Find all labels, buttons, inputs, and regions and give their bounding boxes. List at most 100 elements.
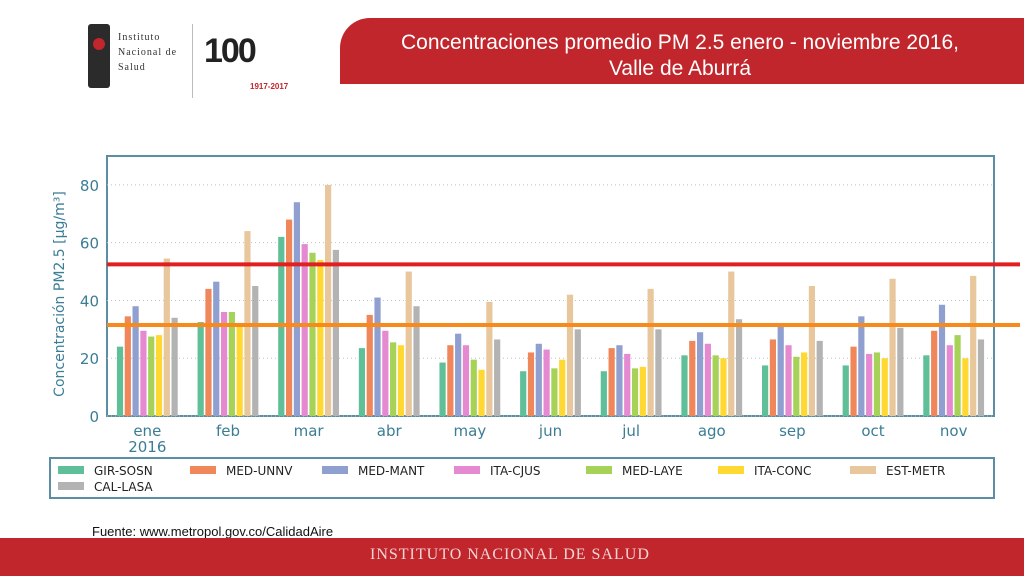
bar-gir-sosn: [197, 322, 204, 416]
bar-med-mant: [293, 202, 300, 416]
bar-med-laye: [228, 312, 235, 416]
bar-gir-sosn: [358, 348, 366, 416]
slide-title-line2: Valle de Aburrá: [608, 57, 752, 80]
bar-med-unnv: [769, 339, 777, 416]
bar-ita-conc: [639, 366, 646, 416]
bar-med-laye: [390, 342, 397, 416]
legend-swatch-med-unnv: [190, 466, 216, 474]
bar-med-mant: [938, 304, 946, 416]
y-axis-label: Concentración PM2.5 [μg/m³]: [52, 191, 68, 397]
bar-med-unnv: [205, 288, 212, 416]
slide-title-line1: Concentraciones promedio PM 2.5 enero - …: [401, 31, 959, 54]
bar-med-mant: [858, 316, 865, 416]
bar-med-mant: [213, 281, 220, 416]
bar-med-laye: [631, 368, 639, 416]
bar-ita-conc: [720, 358, 727, 416]
legend-label: CAL-LASA: [94, 480, 153, 494]
x-tick-label: jun: [538, 422, 562, 440]
legend-label: ITA-CONC: [754, 464, 811, 478]
y-tick-label: 0: [89, 408, 99, 426]
bar-ita-conc: [962, 358, 969, 416]
x-tick-label: may: [454, 422, 487, 440]
bar-ita-conc: [801, 352, 808, 416]
x-tick-label: jul: [621, 422, 640, 440]
bar-est-metr: [647, 288, 654, 416]
bar-ita-cjus: [624, 353, 631, 416]
bar-ita-conc: [478, 369, 485, 416]
bar-cal-lasa: [332, 249, 339, 416]
bar-med-unnv: [285, 219, 293, 416]
bar-ita-conc: [155, 335, 163, 416]
bar-ita-cjus: [704, 343, 711, 416]
x-tick-label: nov: [940, 422, 968, 440]
y-tick-label: 20: [80, 350, 99, 368]
bar-ita-cjus: [462, 345, 470, 416]
bar-med-laye: [793, 356, 800, 416]
x-tick-label: ene: [133, 422, 161, 440]
bar-est-metr: [405, 271, 412, 416]
x-tick-label: oct: [861, 422, 884, 440]
legend-label: MED-MANT: [358, 464, 425, 478]
legend-label: EST-METR: [886, 464, 945, 478]
ins-logo-icon: [88, 24, 110, 88]
bar-cal-lasa: [413, 306, 420, 416]
bar-cal-lasa: [252, 286, 259, 416]
bar-ita-conc: [881, 358, 888, 416]
bar-med-mant: [616, 345, 623, 416]
x-tick-label: sep: [779, 422, 806, 440]
bar-est-metr: [163, 258, 170, 416]
institute-logo: Instituto Nacional de Salud 100 1917-201…: [82, 18, 322, 98]
bar-cal-lasa: [816, 340, 823, 416]
bar-cal-lasa: [171, 317, 178, 416]
bar-ita-cjus: [785, 345, 792, 416]
bar-cal-lasa: [494, 339, 501, 416]
org-name-line1: Instituto: [118, 32, 161, 43]
bar-gir-sosn: [520, 371, 527, 416]
bar-ita-cjus: [946, 345, 953, 416]
bar-med-mant: [455, 333, 462, 416]
bar-ita-conc: [317, 260, 324, 416]
x-tick-label: ago: [698, 422, 726, 440]
legend-swatch-gir-sosn: [58, 466, 84, 474]
bar-gir-sosn: [116, 346, 124, 416]
bar-ita-cjus: [301, 244, 308, 416]
bar-cal-lasa: [655, 329, 662, 416]
bar-est-metr: [970, 275, 977, 416]
bar-cal-lasa: [977, 339, 985, 416]
bar-med-mant: [535, 343, 542, 416]
bar-gir-sosn: [681, 355, 688, 416]
legend-label: ITA-CJUS: [490, 464, 541, 478]
bar-med-mant: [374, 297, 381, 416]
bar-med-mant: [696, 332, 704, 416]
anniversary-years: 1917-2017: [250, 82, 289, 91]
slide-title: Concentraciones promedio PM 2.5 enero - …: [360, 30, 1000, 82]
bar-ita-cjus: [220, 312, 228, 416]
bar-est-metr: [889, 278, 896, 416]
bar-med-unnv: [124, 316, 131, 416]
bar-est-metr: [324, 184, 332, 416]
legend-swatch-ita-conc: [718, 466, 744, 474]
bar-med-unnv: [689, 340, 696, 416]
bar-ita-cjus: [140, 330, 147, 416]
bar-med-unnv: [366, 314, 373, 416]
bar-med-laye: [470, 359, 477, 416]
legend-label: MED-UNNV: [226, 464, 293, 478]
legend-swatch-est-metr: [850, 466, 876, 474]
bar-med-mant: [777, 326, 784, 416]
data-source: Fuente: www.metropol.gov.co/CalidadAire: [92, 524, 334, 539]
y-tick-label: 80: [80, 177, 99, 195]
bar-est-metr: [728, 271, 735, 416]
bar-med-unnv: [850, 346, 857, 416]
bar-ita-cjus: [866, 353, 873, 416]
legend-swatch-cal-lasa: [58, 482, 84, 490]
bar-gir-sosn: [923, 355, 930, 416]
bar-gir-sosn: [600, 371, 607, 416]
bar-med-laye: [148, 336, 155, 416]
bar-med-mant: [132, 306, 139, 416]
legend-swatch-med-laye: [586, 466, 612, 474]
bar-ita-cjus: [543, 349, 550, 416]
bar-est-metr: [808, 286, 816, 416]
bar-gir-sosn: [762, 365, 769, 416]
bar-med-laye: [712, 355, 719, 416]
